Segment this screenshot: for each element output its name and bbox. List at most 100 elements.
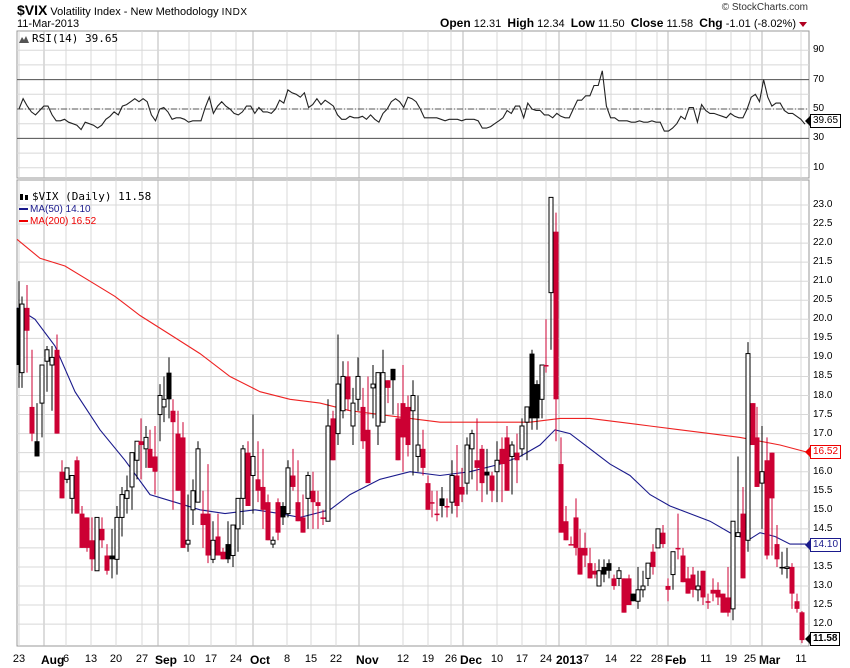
x-axis-label: 22 [329, 653, 343, 665]
price-axis-label: 14.5 [813, 522, 833, 534]
candle [794, 593, 800, 613]
candle [695, 570, 701, 602]
candle [745, 342, 751, 552]
candle [305, 471, 311, 529]
candle [119, 486, 125, 537]
candle [195, 441, 201, 503]
candle [606, 559, 612, 579]
candle [99, 517, 105, 548]
candle [680, 547, 686, 583]
candle [685, 566, 691, 594]
x-axis-label: 20 [109, 653, 123, 665]
candle [524, 406, 530, 461]
candle [573, 498, 579, 556]
price-axis-label: 15.0 [813, 503, 833, 515]
candle [577, 528, 583, 575]
candle [769, 452, 775, 556]
candle [479, 445, 485, 503]
candle [250, 414, 256, 514]
price-axis-label: 21.5 [813, 256, 833, 268]
candle [730, 520, 736, 621]
candle [789, 563, 795, 609]
price-axis-label: 13.0 [813, 580, 833, 591]
x-axis-label: Nov [356, 653, 379, 667]
candle [89, 517, 95, 571]
open-value: 12.31 [473, 18, 502, 30]
candle [370, 365, 376, 419]
x-axis-label: Sep [155, 653, 178, 667]
candle [245, 441, 251, 506]
ma50-legend: MA(50) 14.10 [19, 204, 91, 215]
price-axis-label: 23.0 [813, 199, 833, 210]
candle [34, 403, 40, 457]
candle [429, 490, 435, 518]
candle [635, 566, 641, 609]
candle [205, 464, 211, 564]
ma200-swatch [19, 220, 28, 223]
price-axis-label: 12.5 [813, 599, 833, 611]
candle [529, 349, 535, 430]
candle [300, 494, 306, 533]
candle [665, 578, 671, 602]
price-legend-text: $VIX (Daily) 11.58 [32, 190, 152, 203]
x-axis-label: 15 [304, 653, 318, 665]
symbol-name: Volatility Index - New Methodology [50, 6, 219, 18]
candle [784, 547, 790, 579]
candle [310, 471, 316, 529]
candle [365, 376, 371, 484]
candle [44, 345, 50, 392]
x-axis-label: 7 [582, 653, 590, 665]
candle [74, 456, 80, 514]
candle [587, 547, 593, 579]
candle [49, 345, 55, 411]
ma50-value-tag: 14.10 [804, 538, 842, 552]
candle [109, 528, 115, 579]
candle [79, 505, 85, 548]
price-axis-label: 12.0 [813, 618, 833, 630]
low-value: 11.50 [597, 18, 625, 30]
candle [509, 441, 515, 495]
ohlc-summary: Open 12.31 High 12.34 Low 11.50 Close 11… [440, 16, 807, 30]
x-axis-label: Dec [460, 653, 483, 667]
candle [340, 361, 346, 419]
candle [114, 505, 120, 575]
candle [345, 361, 351, 411]
rsi-line [18, 70, 806, 132]
x-axis-label: 27 [135, 653, 149, 665]
candle [750, 403, 756, 446]
candle [563, 505, 569, 541]
candle [220, 547, 226, 560]
candle [39, 364, 45, 438]
candle [29, 349, 35, 442]
open-label: Open [440, 16, 471, 30]
candle [553, 212, 559, 442]
candle [385, 380, 391, 404]
candle [290, 448, 296, 491]
chart-date: 11-Mar-2013 [17, 18, 80, 30]
x-axis-label: 11 [700, 653, 712, 665]
x-axis-label: 10 [490, 653, 504, 665]
candle [439, 486, 445, 518]
candle [616, 566, 622, 586]
rsi-axis-label: 50 [813, 103, 825, 114]
candle [764, 437, 770, 560]
candle [621, 578, 627, 613]
x-axis-label: 28 [650, 653, 664, 665]
candle [519, 418, 525, 457]
x-axis-label: 19 [421, 653, 435, 665]
candle [539, 364, 545, 419]
candle [444, 498, 450, 518]
low-label: Low [570, 16, 595, 30]
candle [170, 399, 176, 510]
x-axis-label: 17 [515, 653, 529, 665]
x-axis-label: 8 [283, 653, 291, 665]
high-value: 12.34 [537, 18, 565, 30]
candlestick-icon [20, 194, 28, 200]
x-axis-label: 19 [724, 653, 738, 665]
candle [124, 475, 130, 514]
candle [390, 368, 396, 415]
candle [596, 559, 602, 587]
price-axis-label: 20.0 [813, 313, 833, 325]
candle [350, 387, 356, 446]
